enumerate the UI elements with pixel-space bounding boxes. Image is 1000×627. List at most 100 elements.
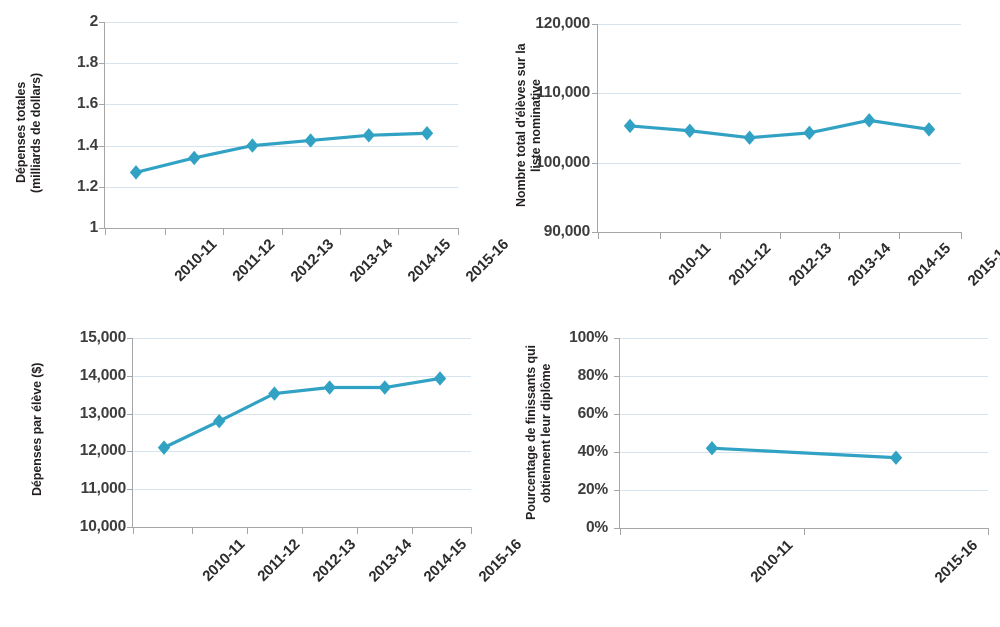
- y-axis-tick-label: 110,000: [536, 84, 590, 102]
- gridline: [133, 338, 471, 339]
- x-axis-line: [133, 527, 472, 528]
- x-axis-tick: [779, 233, 781, 239]
- x-axis-tick-label: 2011-12: [725, 240, 774, 289]
- x-axis-tick: [412, 528, 414, 534]
- y-axis-tick-label: 90,000: [543, 223, 590, 240]
- y-axis-tick: [99, 145, 105, 147]
- x-axis-tick: [988, 529, 989, 535]
- gridline: [105, 22, 458, 23]
- y-axis-tick-label: 100%: [569, 329, 608, 346]
- chart-panel-expenditure-per-student: Dépenses par élève ($) 15,000 14,000 13,00…: [0, 315, 525, 627]
- y-axis-tick-label: 1.4: [77, 136, 98, 154]
- data-point-marker: [268, 386, 281, 401]
- data-point-marker: [157, 440, 171, 455]
- y-axis-tick: [127, 451, 133, 453]
- y-axis-title-total-expenditures: Dépenses totales (milliards de dollars): [14, 72, 43, 193]
- x-axis-tick-label: 2010-11: [747, 537, 797, 586]
- y-axis-tick: [127, 489, 133, 491]
- data-point-marker: [683, 123, 696, 138]
- y-axis-tick-label: 60%: [577, 405, 609, 422]
- y-axis-line: [597, 24, 598, 233]
- x-axis-line: [105, 228, 459, 229]
- series-line: [710, 446, 898, 460]
- x-axis-tick-label: 2013-14: [365, 536, 415, 586]
- y-axis-tick-label: 14,000: [79, 366, 126, 384]
- y-axis-tick: [99, 104, 105, 106]
- data-point-marker: [743, 130, 756, 145]
- x-axis-tick-label: 2014-15: [420, 536, 470, 586]
- data-point-marker: [705, 441, 719, 456]
- y-axis-tick-label: 13,000: [79, 404, 126, 422]
- x-axis-tick: [659, 233, 661, 239]
- y-axis-tick-label: 1.6: [77, 95, 98, 113]
- x-axis-tick-label: 2011-12: [229, 236, 279, 285]
- gridline: [133, 413, 471, 415]
- x-axis-tick: [165, 229, 167, 235]
- gridline: [620, 414, 988, 415]
- data-point-marker: [889, 450, 903, 465]
- gridline: [105, 104, 458, 106]
- x-axis-tick: [246, 528, 248, 534]
- x-axis-tick: [471, 528, 472, 534]
- x-axis-tick: [105, 229, 106, 235]
- plot-area-expenditure-per-student: [127, 338, 472, 534]
- y-axis-tick-label: 1.2: [77, 177, 98, 195]
- y-axis-tick-label: 15,000: [79, 329, 126, 346]
- y-axis-tick-label: 1: [89, 219, 99, 236]
- plot-background: [105, 22, 458, 228]
- data-point-marker: [304, 133, 317, 148]
- gridline: [105, 145, 458, 147]
- data-point-marker: [433, 371, 447, 386]
- x-axis-tick-label: 2014-15: [404, 236, 454, 286]
- y-axis-line: [619, 338, 620, 529]
- gridline: [133, 375, 471, 377]
- y-axis-tick: [614, 338, 620, 339]
- y-axis-tick-label: 2: [89, 13, 99, 30]
- data-point-marker: [246, 138, 259, 153]
- y-axis-tick-labels-expenditure-per-student: 15,000 14,000 13,000 12,000 11,000 10,000: [50, 315, 126, 565]
- y-axis-title-expenditure-per-student: Dépenses par élève ($): [30, 362, 44, 497]
- x-axis-tick-label: 2012-13: [785, 240, 835, 290]
- series-line: [628, 118, 931, 140]
- y-axis-tick-label: 40%: [577, 443, 609, 460]
- y-axis-tick: [614, 490, 620, 491]
- y-axis-title-graduation-rate: Pourcentage de finissants qui obtiennent…: [524, 345, 553, 521]
- y-axis-line: [132, 338, 133, 528]
- y-axis-tick: [614, 414, 620, 415]
- x-axis-tick: [397, 229, 399, 235]
- y-axis-tick: [99, 22, 105, 23]
- gridline: [620, 338, 988, 339]
- chart-panel-total-expenditures: Dépenses totales (milliards de dollars) …: [0, 0, 512, 315]
- y-axis-tick: [614, 452, 620, 453]
- y-axis-tick-label: 0%: [585, 519, 608, 536]
- y-axis-tick: [592, 93, 598, 95]
- x-axis-tick: [598, 233, 599, 239]
- y-axis-tick-label: 20%: [577, 481, 609, 498]
- plot-area-graduation-rate: [614, 338, 989, 535]
- y-axis-tick-labels-graduation-rate: 100% 80% 60% 40% 20% 0%: [558, 315, 608, 565]
- y-axis-tick: [99, 63, 105, 65]
- y-axis-tick-label: 10,000: [79, 518, 126, 535]
- x-axis-line: [620, 528, 989, 529]
- gridline: [620, 376, 988, 377]
- plot-background: [620, 338, 988, 528]
- x-axis-tick-label: 2012-13: [309, 536, 360, 586]
- x-axis-tick-label: 2013-14: [346, 236, 396, 286]
- y-axis-tick: [614, 528, 620, 529]
- data-point-marker: [623, 118, 637, 134]
- y-axis-line: [104, 22, 105, 229]
- gridline: [133, 451, 471, 453]
- chart-panel-graduation-rate: Pourcentage de finissants qui obtiennent…: [500, 315, 1000, 627]
- x-axis-tick: [899, 233, 901, 239]
- y-axis-tick: [99, 186, 105, 188]
- y-axis-tick-label: 12,000: [79, 442, 126, 460]
- gridline: [105, 63, 458, 65]
- x-axis-tick-label: 2013-14: [844, 240, 895, 290]
- x-axis-tick: [458, 229, 459, 235]
- x-axis-line: [598, 232, 962, 233]
- y-axis-tick-labels-total-expenditures: 1 1.2 1.4 1.6 1.8 2: [50, 0, 98, 260]
- y-axis-tick: [127, 375, 133, 377]
- y-axis-tick: [127, 527, 133, 528]
- x-axis-tick: [719, 233, 721, 239]
